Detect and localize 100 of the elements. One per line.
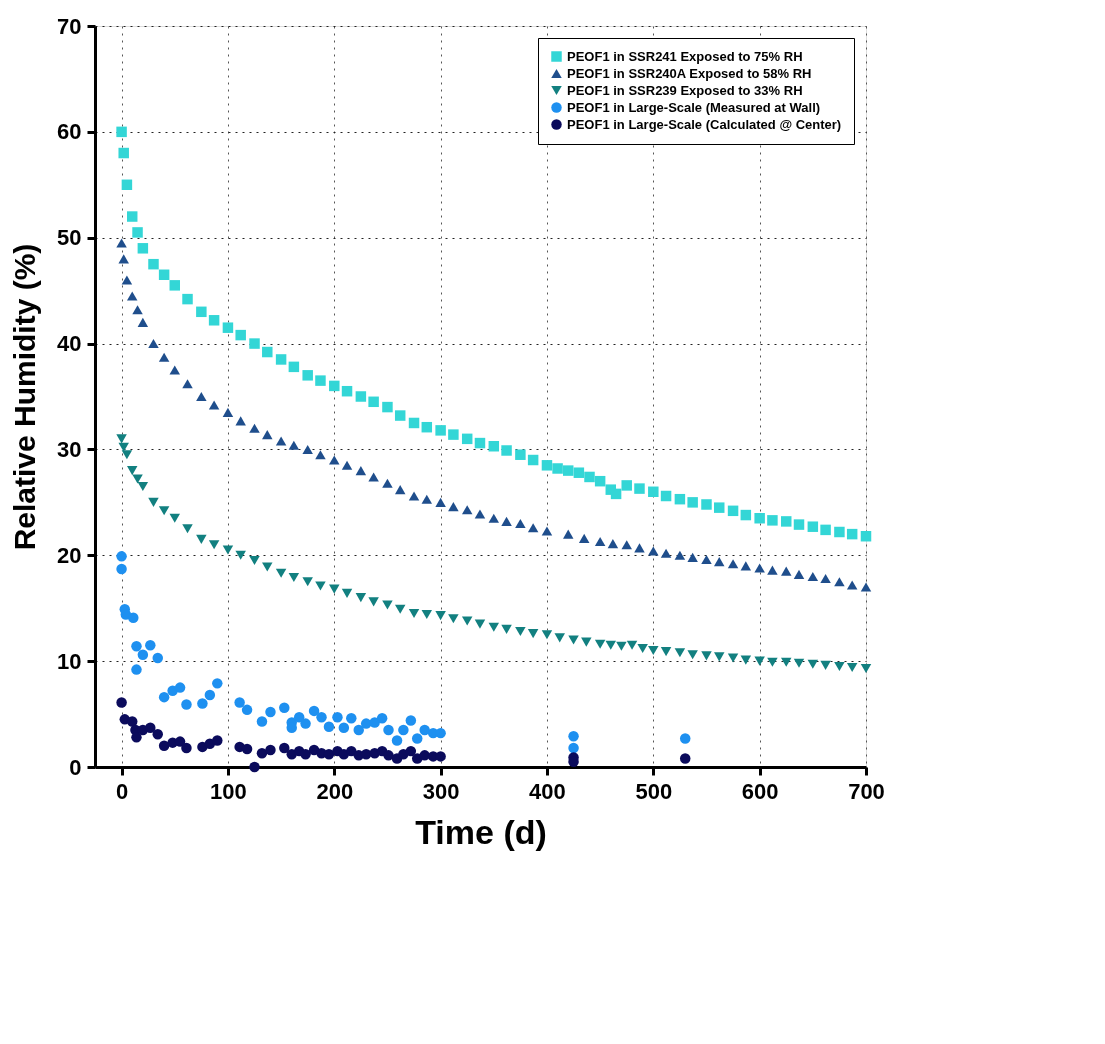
point	[302, 444, 313, 454]
point	[323, 721, 335, 733]
point	[300, 718, 311, 729]
point	[411, 733, 423, 744]
point	[435, 727, 446, 739]
point	[515, 518, 526, 529]
point	[169, 365, 180, 375]
point	[241, 704, 253, 716]
point	[382, 478, 393, 488]
point	[405, 745, 417, 757]
point	[701, 554, 712, 565]
point	[316, 712, 327, 723]
point	[181, 742, 192, 754]
point	[204, 689, 216, 701]
point	[158, 691, 170, 703]
point	[461, 505, 473, 515]
point	[568, 731, 579, 742]
point	[488, 513, 500, 523]
y-tick-label: 70	[57, 13, 82, 39]
y-tick-label: 40	[57, 331, 82, 357]
point	[541, 526, 553, 536]
point	[383, 750, 394, 761]
point	[323, 749, 335, 760]
point	[145, 722, 156, 734]
point	[527, 523, 539, 533]
point	[353, 724, 364, 736]
x-tick-label: 0	[115, 778, 129, 804]
point	[474, 509, 486, 519]
point	[158, 740, 170, 752]
point	[754, 563, 765, 573]
point	[341, 460, 353, 470]
point	[315, 450, 326, 460]
point	[634, 543, 645, 553]
point	[256, 748, 268, 759]
point	[148, 339, 159, 349]
x-tick-label: 300	[422, 778, 460, 804]
point	[332, 712, 343, 723]
point	[421, 494, 433, 504]
point	[116, 238, 127, 248]
point	[174, 682, 186, 693]
point	[578, 533, 590, 543]
point	[158, 352, 170, 362]
point	[212, 735, 223, 746]
point	[265, 744, 276, 756]
point	[152, 728, 163, 740]
point	[660, 548, 672, 558]
y-tick-label: 30	[57, 436, 82, 462]
point	[740, 561, 752, 571]
point	[679, 753, 691, 764]
point	[300, 749, 311, 760]
point	[767, 565, 778, 575]
point	[279, 702, 290, 713]
point	[405, 715, 417, 726]
point	[182, 379, 193, 389]
point	[293, 712, 305, 723]
point	[174, 736, 186, 747]
point	[222, 407, 234, 417]
point	[727, 559, 739, 569]
point	[338, 722, 350, 734]
point	[152, 652, 163, 664]
point	[256, 716, 268, 727]
point	[355, 466, 367, 476]
y-tick-label: 0	[69, 754, 82, 780]
point	[116, 697, 127, 708]
legend-label: PEOF1 in SSR239 Exposed to 33% RH	[567, 82, 803, 98]
point	[398, 724, 409, 736]
point	[383, 724, 394, 736]
y-tick-label: 60	[57, 119, 82, 145]
point	[197, 698, 208, 709]
point	[279, 742, 290, 754]
point	[376, 713, 388, 724]
point	[329, 455, 340, 465]
point	[137, 649, 149, 661]
point	[360, 718, 372, 729]
point	[235, 416, 246, 426]
point	[116, 563, 127, 575]
x-tick-label: 500	[635, 778, 673, 804]
x-tick-label: 100	[210, 778, 247, 804]
point	[562, 529, 574, 539]
x-tick-label: 600	[741, 778, 779, 804]
point	[265, 706, 276, 718]
point	[126, 716, 138, 727]
point	[208, 400, 220, 410]
point	[846, 580, 858, 590]
point	[116, 551, 127, 562]
point	[501, 516, 512, 526]
point	[118, 254, 129, 264]
point	[820, 574, 831, 584]
point	[568, 742, 579, 754]
point	[435, 497, 446, 507]
point	[607, 539, 619, 549]
point	[288, 440, 300, 450]
legend-label: PEOF1 in Large-Scale (Calculated @ Center)	[567, 116, 842, 132]
point	[132, 305, 143, 315]
point	[834, 577, 845, 587]
x-axis-title: Time (d)	[415, 812, 547, 851]
point	[249, 761, 260, 773]
point	[131, 664, 142, 675]
x-tick-label: 200	[316, 778, 354, 804]
point	[687, 552, 698, 562]
